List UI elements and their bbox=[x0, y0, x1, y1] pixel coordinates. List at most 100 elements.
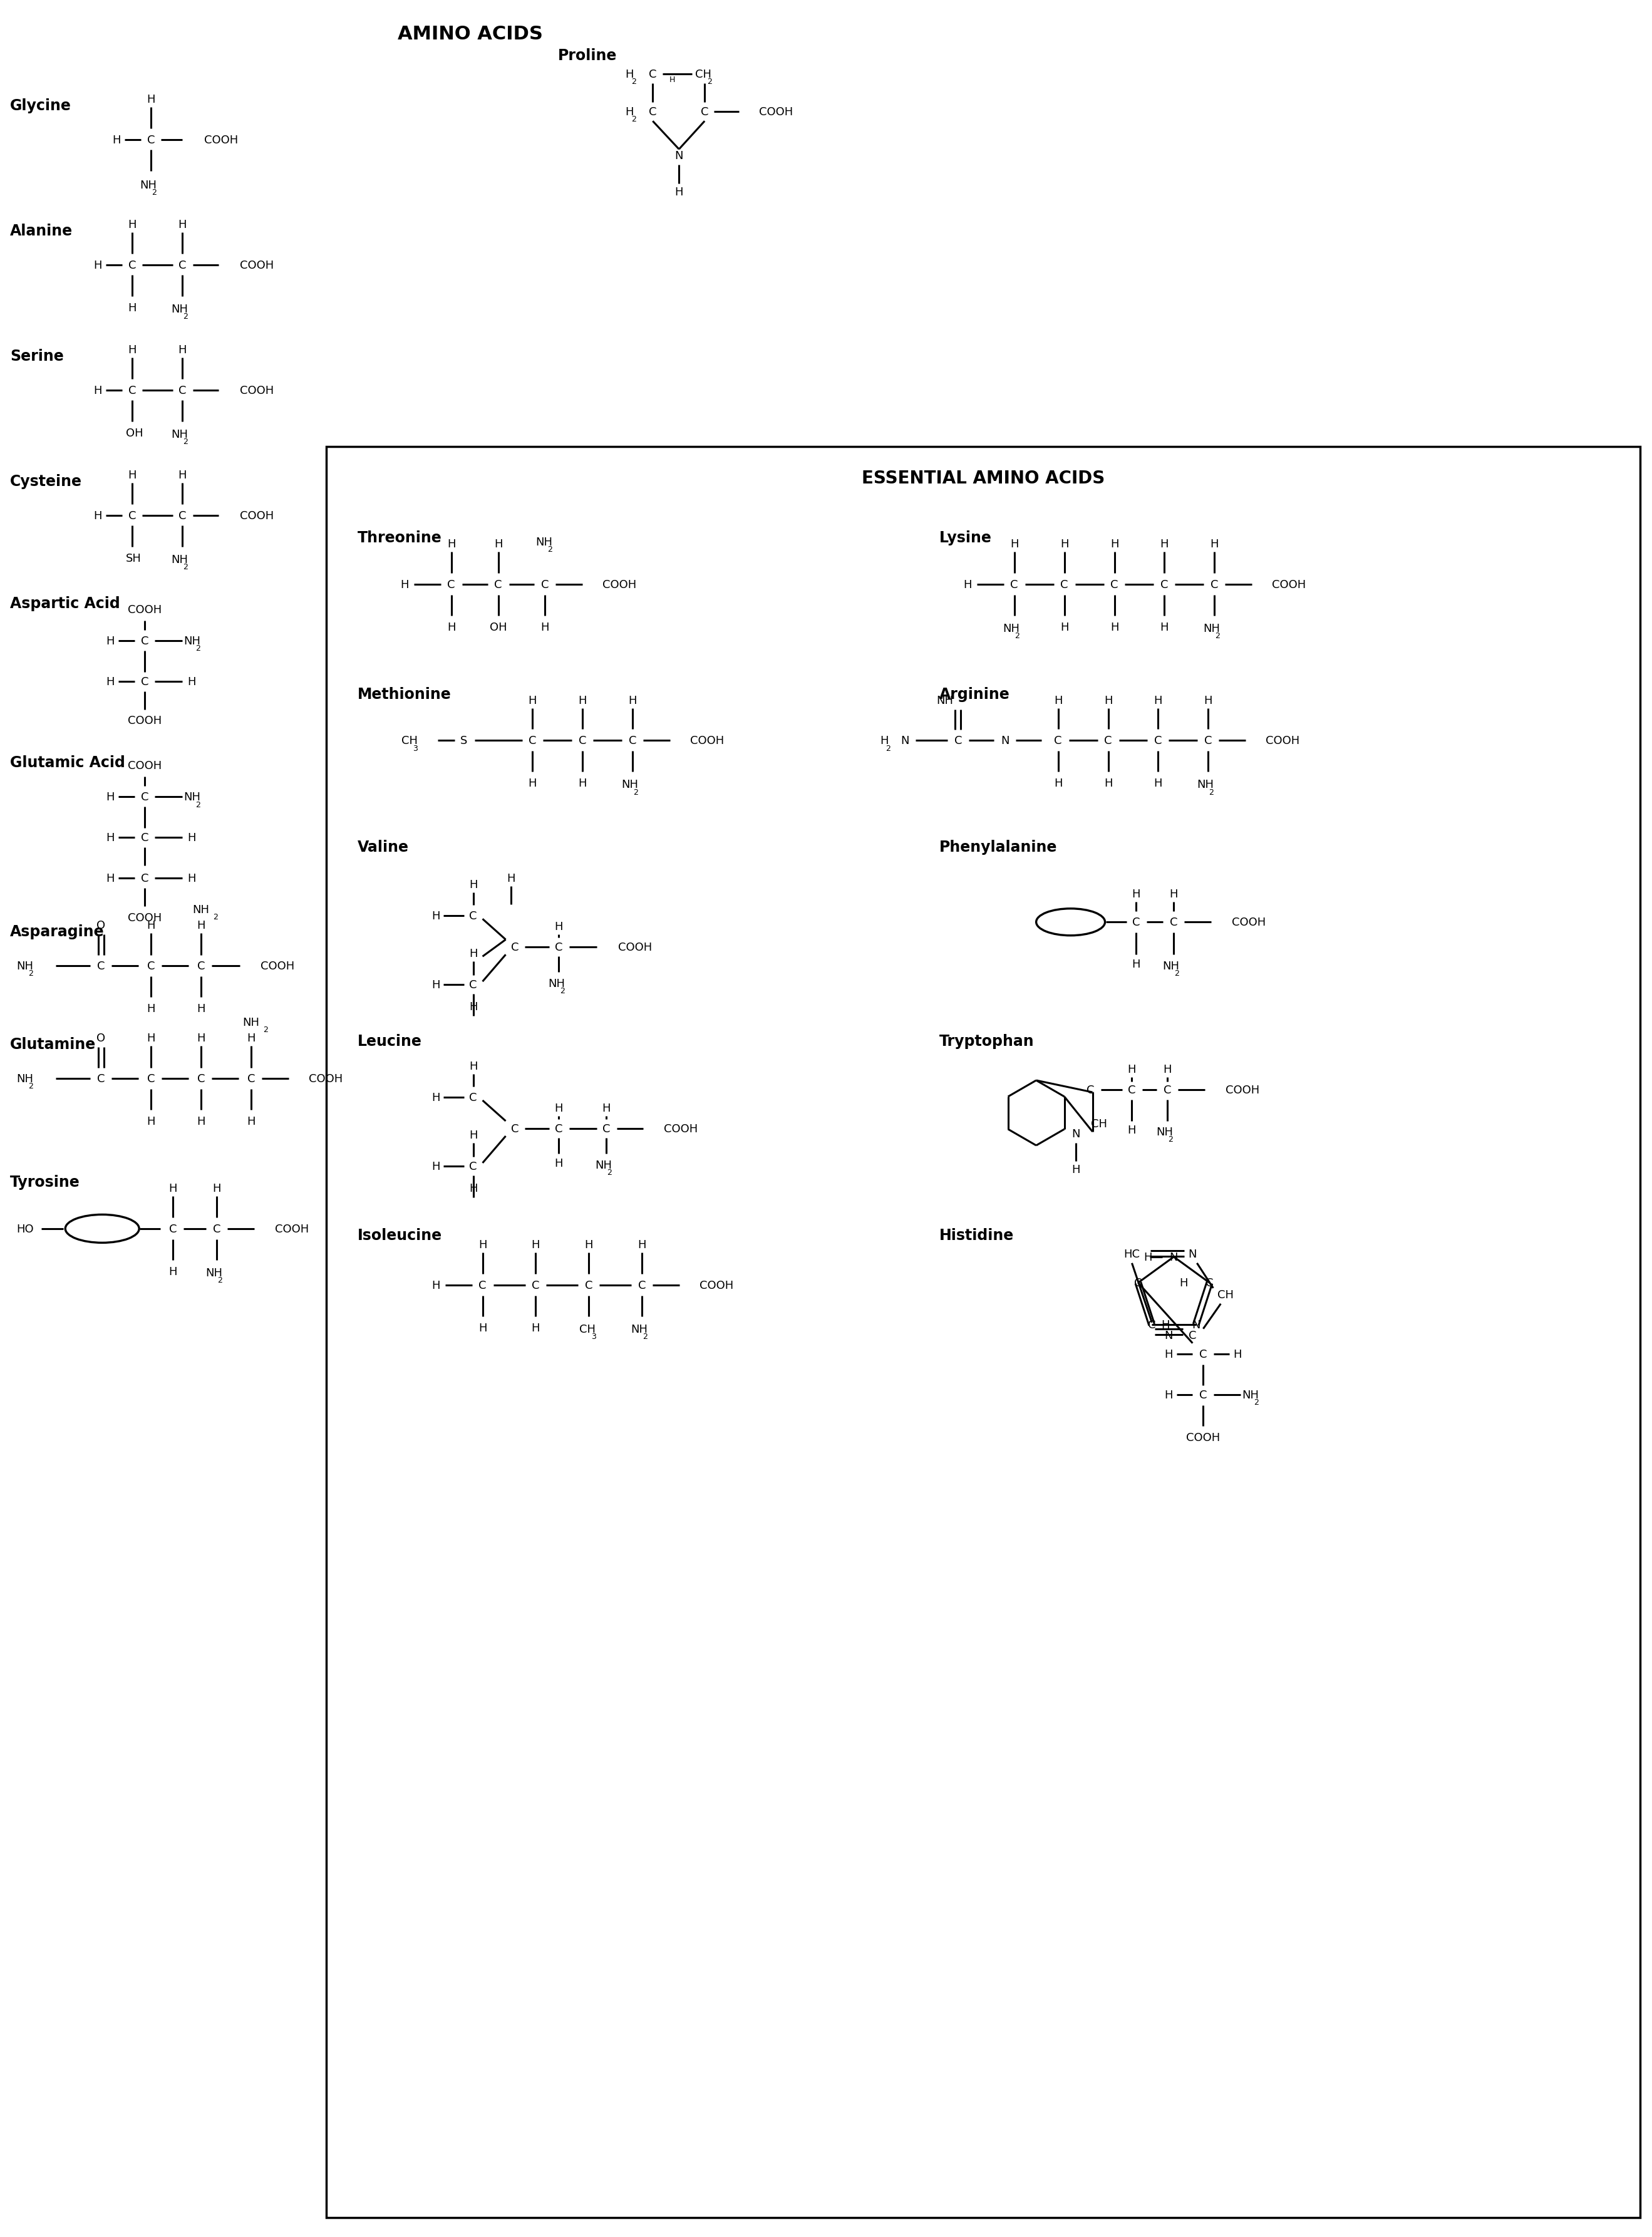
Text: C: C bbox=[532, 1280, 540, 1291]
Text: C: C bbox=[542, 579, 548, 591]
Text: C: C bbox=[1148, 1320, 1156, 1331]
Text: NH: NH bbox=[140, 179, 157, 190]
Text: H: H bbox=[1110, 539, 1118, 550]
Text: Glutamine: Glutamine bbox=[10, 1038, 96, 1051]
Text: NH: NH bbox=[172, 555, 188, 566]
Text: H: H bbox=[187, 676, 197, 687]
Text: 2: 2 bbox=[631, 116, 636, 123]
Text: C: C bbox=[147, 134, 155, 145]
Text: 2: 2 bbox=[195, 644, 200, 653]
Text: H: H bbox=[578, 696, 586, 707]
Text: C: C bbox=[555, 942, 563, 953]
Text: H: H bbox=[1180, 1277, 1188, 1289]
Text: H: H bbox=[1110, 622, 1118, 633]
Text: COOH: COOH bbox=[127, 913, 162, 924]
Text: H: H bbox=[555, 1157, 563, 1170]
Text: H: H bbox=[638, 1239, 646, 1250]
Text: C: C bbox=[1011, 579, 1018, 591]
Text: H: H bbox=[1161, 1320, 1170, 1331]
Text: HC: HC bbox=[1123, 1248, 1140, 1259]
Text: 2: 2 bbox=[183, 564, 188, 570]
Text: H: H bbox=[669, 76, 676, 83]
Text: H: H bbox=[1170, 888, 1178, 899]
Text: 2: 2 bbox=[183, 438, 188, 445]
Text: Phenylalanine: Phenylalanine bbox=[940, 839, 1057, 855]
Text: H: H bbox=[479, 1239, 487, 1250]
Text: H: H bbox=[469, 948, 477, 960]
Text: COOH: COOH bbox=[240, 385, 274, 396]
Text: H: H bbox=[1132, 888, 1140, 899]
Text: Glycine: Glycine bbox=[10, 98, 71, 114]
Text: NH: NH bbox=[243, 1018, 259, 1029]
Text: COOH: COOH bbox=[758, 107, 793, 119]
Text: C: C bbox=[213, 1224, 221, 1235]
Text: H: H bbox=[585, 1239, 593, 1250]
Text: H: H bbox=[624, 107, 634, 119]
Text: H: H bbox=[555, 922, 563, 933]
Text: Threonine: Threonine bbox=[357, 530, 441, 546]
Text: H: H bbox=[127, 219, 137, 230]
Text: C: C bbox=[1104, 736, 1112, 747]
Text: H: H bbox=[963, 579, 971, 591]
Text: Methionine: Methionine bbox=[357, 687, 451, 702]
Text: H: H bbox=[106, 635, 114, 646]
Text: C: C bbox=[140, 635, 149, 646]
Text: C: C bbox=[140, 872, 149, 884]
Text: C: C bbox=[1061, 579, 1069, 591]
Text: C: C bbox=[1211, 579, 1219, 591]
Text: C: C bbox=[510, 942, 519, 953]
Text: H: H bbox=[1061, 622, 1069, 633]
Text: 2: 2 bbox=[1175, 969, 1180, 978]
Text: H: H bbox=[1061, 539, 1069, 550]
Text: 2: 2 bbox=[606, 1168, 611, 1177]
Text: 2: 2 bbox=[885, 745, 890, 752]
Text: C: C bbox=[169, 1224, 177, 1235]
Text: C: C bbox=[510, 1123, 519, 1134]
Text: HO: HO bbox=[17, 1224, 33, 1235]
Text: H: H bbox=[127, 302, 137, 313]
Text: H: H bbox=[469, 1002, 477, 1013]
Text: CH: CH bbox=[1218, 1289, 1234, 1300]
Text: 2: 2 bbox=[216, 1275, 221, 1284]
Text: Alanine: Alanine bbox=[10, 224, 73, 239]
Text: C: C bbox=[1204, 736, 1213, 747]
Text: H: H bbox=[1165, 1389, 1173, 1400]
Text: 2: 2 bbox=[547, 546, 552, 553]
Text: C: C bbox=[178, 510, 187, 521]
Text: 3: 3 bbox=[591, 1333, 596, 1340]
Text: Aspartic Acid: Aspartic Acid bbox=[10, 595, 121, 611]
Text: H: H bbox=[1155, 696, 1163, 707]
Text: H: H bbox=[1072, 1163, 1080, 1174]
Text: Arginine: Arginine bbox=[940, 687, 1009, 702]
Text: H: H bbox=[448, 539, 456, 550]
Text: C: C bbox=[1199, 1389, 1208, 1400]
Text: 2: 2 bbox=[560, 987, 565, 995]
Text: NH: NH bbox=[1242, 1389, 1259, 1400]
Text: COOH: COOH bbox=[261, 960, 294, 971]
Text: H: H bbox=[147, 1116, 155, 1127]
Text: N: N bbox=[674, 150, 684, 161]
Text: 2: 2 bbox=[707, 78, 712, 85]
Text: N: N bbox=[1188, 1248, 1196, 1259]
Text: H: H bbox=[1211, 539, 1219, 550]
Text: COOH: COOH bbox=[274, 1224, 309, 1235]
Text: H: H bbox=[469, 879, 477, 890]
Text: C: C bbox=[469, 1161, 477, 1172]
Text: COOH: COOH bbox=[1226, 1085, 1260, 1096]
Text: H: H bbox=[431, 1092, 439, 1103]
Text: H: H bbox=[624, 69, 634, 81]
Text: H: H bbox=[469, 1130, 477, 1141]
Text: 2: 2 bbox=[643, 1333, 648, 1340]
Text: H: H bbox=[197, 1002, 205, 1013]
Text: H: H bbox=[1234, 1349, 1242, 1360]
Text: C: C bbox=[97, 1074, 104, 1085]
Text: H: H bbox=[529, 778, 537, 790]
Text: H: H bbox=[507, 872, 515, 884]
Text: H: H bbox=[94, 385, 102, 396]
Text: H: H bbox=[1009, 539, 1019, 550]
Text: C: C bbox=[469, 980, 477, 991]
Text: COOH: COOH bbox=[664, 1123, 697, 1134]
Text: C: C bbox=[97, 960, 104, 971]
Text: NH: NH bbox=[205, 1266, 223, 1277]
Text: 2: 2 bbox=[195, 801, 200, 808]
